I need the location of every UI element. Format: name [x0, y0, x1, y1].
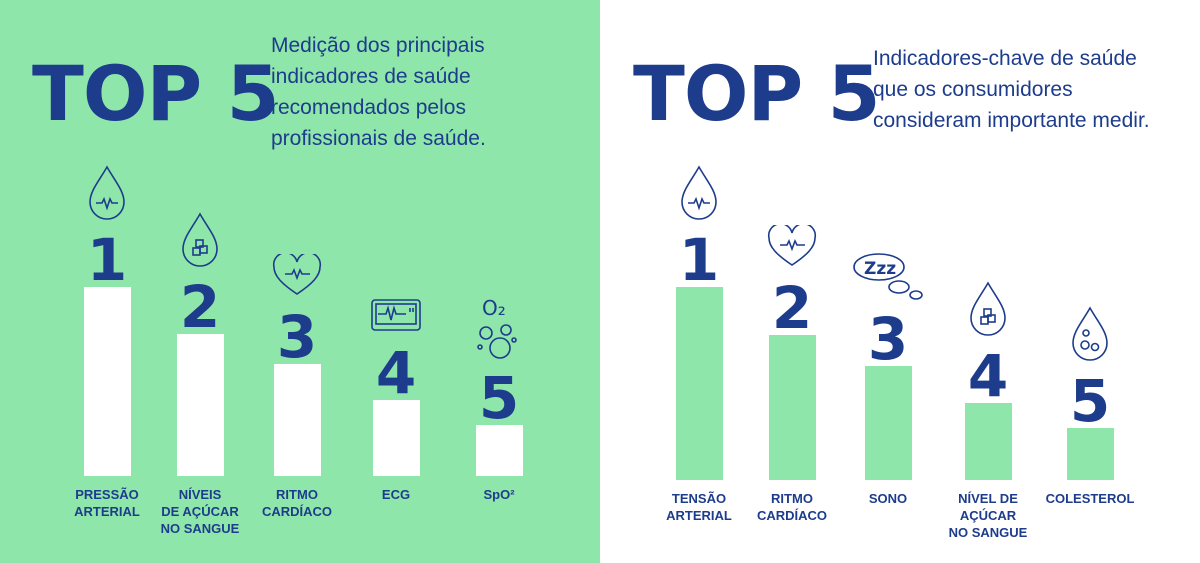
subtitle-line: indicadores de saúde	[271, 65, 471, 88]
category-label-line: SONO	[868, 491, 908, 506]
subtitle-line: Medição dos principais	[271, 34, 485, 57]
category-label-line: ARTERIAL	[74, 504, 140, 519]
right-subtitle: Indicadores-chave de saúde que os consum…	[873, 43, 1150, 136]
subtitle-line: Indicadores-chave de saúde	[873, 47, 1137, 70]
category-label-line: COLESTEROL	[1045, 491, 1135, 506]
right-panel: TOP 5 Indicadores-chave de saúde que os …	[600, 0, 1200, 563]
category-label: NÍVEL DE AÇÚCAR NO SANGUE	[928, 490, 1048, 541]
svg-text:Zzz: Zzz	[864, 259, 896, 279]
left-subtitle: Medição dos principais indicadores de sa…	[271, 30, 486, 154]
right-title: TOP 5	[633, 49, 880, 138]
bar-4	[372, 400, 420, 476]
category-label-line: NÍVEL DE	[958, 491, 1018, 506]
rank-label: 4	[967, 341, 1009, 410]
category-label-line: DE AÇÚCAR	[161, 504, 239, 519]
bar-1	[83, 287, 131, 476]
rank-label: 5	[1069, 366, 1111, 435]
category-label-line: NO SANGUE	[160, 521, 240, 536]
category-label-line: NO SANGUE	[948, 525, 1028, 540]
rank-label: 2	[771, 274, 813, 343]
heart-pulse-icon	[272, 252, 322, 302]
left-panel: TOP 5 Medição dos principais indicadores…	[0, 0, 600, 563]
category-label-line: PRESSÃO	[75, 487, 139, 502]
category-label-line: ARTERIAL	[666, 508, 732, 523]
rank-label: 3	[276, 303, 318, 372]
category-label-line: TENSÃO	[671, 491, 727, 506]
bar-5	[1066, 427, 1114, 480]
ecg-monitor-icon	[370, 298, 422, 338]
bar-3	[864, 366, 912, 480]
sleep-zzz-icon: Zzz	[852, 252, 924, 304]
right-bar-chart: 1 TENSÃO ARTERIAL 2 RITMO CARDÍACO 3 Zzz SONO 4 NÍ…	[600, 0, 1200, 563]
bar-3	[273, 364, 321, 476]
category-label: RITMO CARDÍACO	[237, 486, 357, 520]
category-label-line: RITMO	[276, 487, 318, 502]
bar-1	[675, 287, 723, 480]
category-label-line: ECG	[381, 487, 411, 502]
subtitle-line: que os consumidores	[873, 78, 1073, 101]
category-label: RITMO CARDÍACO	[732, 490, 852, 524]
category-label-line: SpO²	[483, 487, 515, 502]
left-title: TOP 5	[32, 49, 279, 138]
heart-pulse-icon	[767, 223, 817, 273]
left-bar-chart: 1 PRESSÃO ARTERIAL 2 NÍVEIS DE AÇÚCAR NO SANGU…	[47, 165, 559, 537]
drop-pulse-icon	[87, 165, 127, 225]
drop-sugar-cubes-icon	[180, 212, 220, 272]
bar-2	[176, 334, 224, 476]
bar-5	[475, 424, 523, 476]
bar-4	[964, 402, 1012, 480]
drop-cholesterol-icon	[1070, 306, 1110, 366]
category-label: TENSÃO ARTERIAL	[639, 490, 759, 524]
category-label-line: RITMO	[771, 491, 813, 506]
drop-sugar-cubes-icon	[968, 281, 1008, 341]
rank-label: 5	[478, 363, 520, 432]
category-label: SpO²	[439, 486, 559, 503]
svg-text:O₂: O₂	[482, 296, 506, 320]
category-label-line: NÍVEIS	[178, 487, 222, 502]
category-label: SONO	[828, 490, 948, 507]
category-label: COLESTEROL	[1030, 490, 1150, 507]
category-label: PRESSÃO ARTERIAL	[47, 486, 167, 520]
subtitle-line: profissionais de saúde.	[271, 127, 486, 150]
rank-label: 1	[86, 226, 128, 294]
category-label: NÍVEIS DE AÇÚCAR NO SANGUE	[140, 486, 260, 537]
rank-label: 3	[867, 305, 909, 374]
category-label-line: CARDÍACO	[756, 508, 828, 523]
oxygen-bubbles-icon: O₂	[474, 295, 524, 363]
subtitle-line: recomendados pelos	[271, 96, 466, 119]
category-label: ECG	[336, 486, 456, 503]
rank-label: 2	[179, 273, 221, 342]
drop-pulse-icon	[679, 165, 719, 225]
category-label-line: AÇÚCAR	[959, 508, 1017, 523]
rank-label: 4	[375, 339, 417, 408]
rank-label: 1	[678, 226, 720, 294]
bar-2	[768, 335, 816, 480]
category-label-line: CARDÍACO	[261, 504, 333, 519]
subtitle-line: consideram importante medir.	[873, 109, 1150, 132]
